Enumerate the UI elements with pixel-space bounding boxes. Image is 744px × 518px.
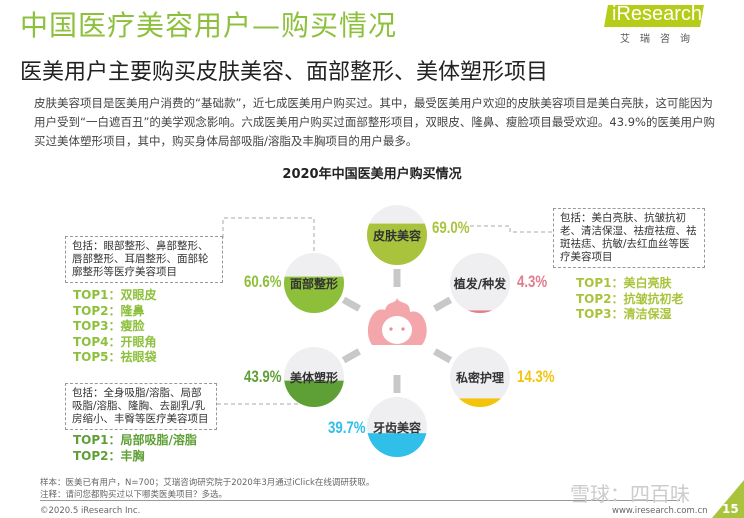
gauge-circle <box>450 347 510 407</box>
gauge-fill <box>450 310 510 313</box>
page-title: 中国医疗美容用户—购买情况 <box>20 9 398 42</box>
face-icon <box>367 298 427 345</box>
top-item: TOP2：抗皱抗初老 <box>576 291 684 306</box>
category-label: 皮肤美容 <box>372 228 421 243</box>
percent-label: 60.6% <box>244 272 282 291</box>
page-number: 15 <box>722 502 739 516</box>
percent-label: 4.3% <box>517 272 548 291</box>
footnote: 注释：请问您都购买过以下哪类医美项目？多选。 <box>40 490 228 500</box>
top-item: TOP1：双眼皮 <box>73 288 157 302</box>
connector-bar <box>341 296 361 312</box>
category-label: 牙齿美容 <box>373 420 421 435</box>
page-subtitle: 医美用户主要购买皮肤美容、面部整形、美体塑形项目 <box>20 60 549 85</box>
top-item: TOP1：局部吸脂/溶脂 <box>73 433 197 447</box>
top-item: TOP5：祛眼袋 <box>73 350 157 364</box>
category-label: 植发/种发 <box>453 276 507 291</box>
skin-info-box: 包括：美白亮肤、抗皱抗初老、清洁保湿、祛痘祛痘、祛斑祛痣、抗敏/去红血丝等医疗美… <box>553 208 705 268</box>
chart-title: 2020年中国医美用户购买情况 <box>282 167 462 182</box>
body-info-box: 包括：全身吸脂/溶脂、局部吸脂/溶脂、隆胸、去副乳/乳房缩小、丰臀等医疗美容项目 <box>65 383 217 430</box>
category-label: 面部整形 <box>290 276 338 291</box>
face-top-list: TOP1：双眼皮 TOP2：隆鼻 TOP3：瘦脸 TOP4：开眼角 TOP5：祛… <box>73 288 157 366</box>
category-label: 美体塑形 <box>290 370 338 385</box>
gauge-fill <box>450 398 510 407</box>
top-item: TOP2：丰胸 <box>73 448 145 463</box>
connector-bar <box>433 348 453 364</box>
skin-top-list: TOP1：美白亮肤 TOP2：抗皱抗初老 TOP3：清洁保湿 <box>576 276 684 323</box>
footer-divider <box>40 500 680 501</box>
summary-paragraph: 皮肤美容项目是医美用户消费的“基础款”，近七成医美用户购买过。其中，最受医美用户… <box>34 96 715 148</box>
connector-bar <box>433 296 453 312</box>
watermark: 雪球：四百味 <box>570 482 690 506</box>
percent-label: 69.0% <box>432 218 470 237</box>
body-top-list: TOP1：局部吸脂/溶脂 TOP2：丰胸 <box>73 433 197 464</box>
face-info-box: 包括：眼部整形、鼻部整形、唇部整形、耳眉整形、面部轮廓整形等医疗美容项目 <box>65 236 223 283</box>
corner-decoration <box>712 480 744 518</box>
connector-bar <box>341 348 361 364</box>
percent-label: 39.7% <box>328 418 366 437</box>
logo-cn: 艾瑞咨询 <box>620 34 700 45</box>
top-item: TOP2：隆鼻 <box>73 303 145 318</box>
category-label: 私密护理 <box>455 370 504 385</box>
gauge-circle <box>450 253 510 313</box>
copyright: ©2020.5 iResearch Inc. <box>40 506 141 516</box>
top-item: TOP3：清洁保湿 <box>576 307 672 321</box>
gauge-fill <box>367 433 427 457</box>
percent-label: 14.3% <box>517 367 555 386</box>
top-item: TOP4：开眼角 <box>73 334 157 349</box>
sample-note: 样本：医美已有用户，N=700；艾瑞咨询研究院于2020年3月通过iClick在… <box>40 478 375 488</box>
logo: iResearch <box>612 3 703 25</box>
top-item: TOP3：瘦脸 <box>73 319 145 333</box>
percent-label: 43.9% <box>244 367 282 386</box>
website: www.iresearch.com.cn <box>612 506 708 516</box>
top-item: TOP1：美白亮肤 <box>576 276 672 290</box>
